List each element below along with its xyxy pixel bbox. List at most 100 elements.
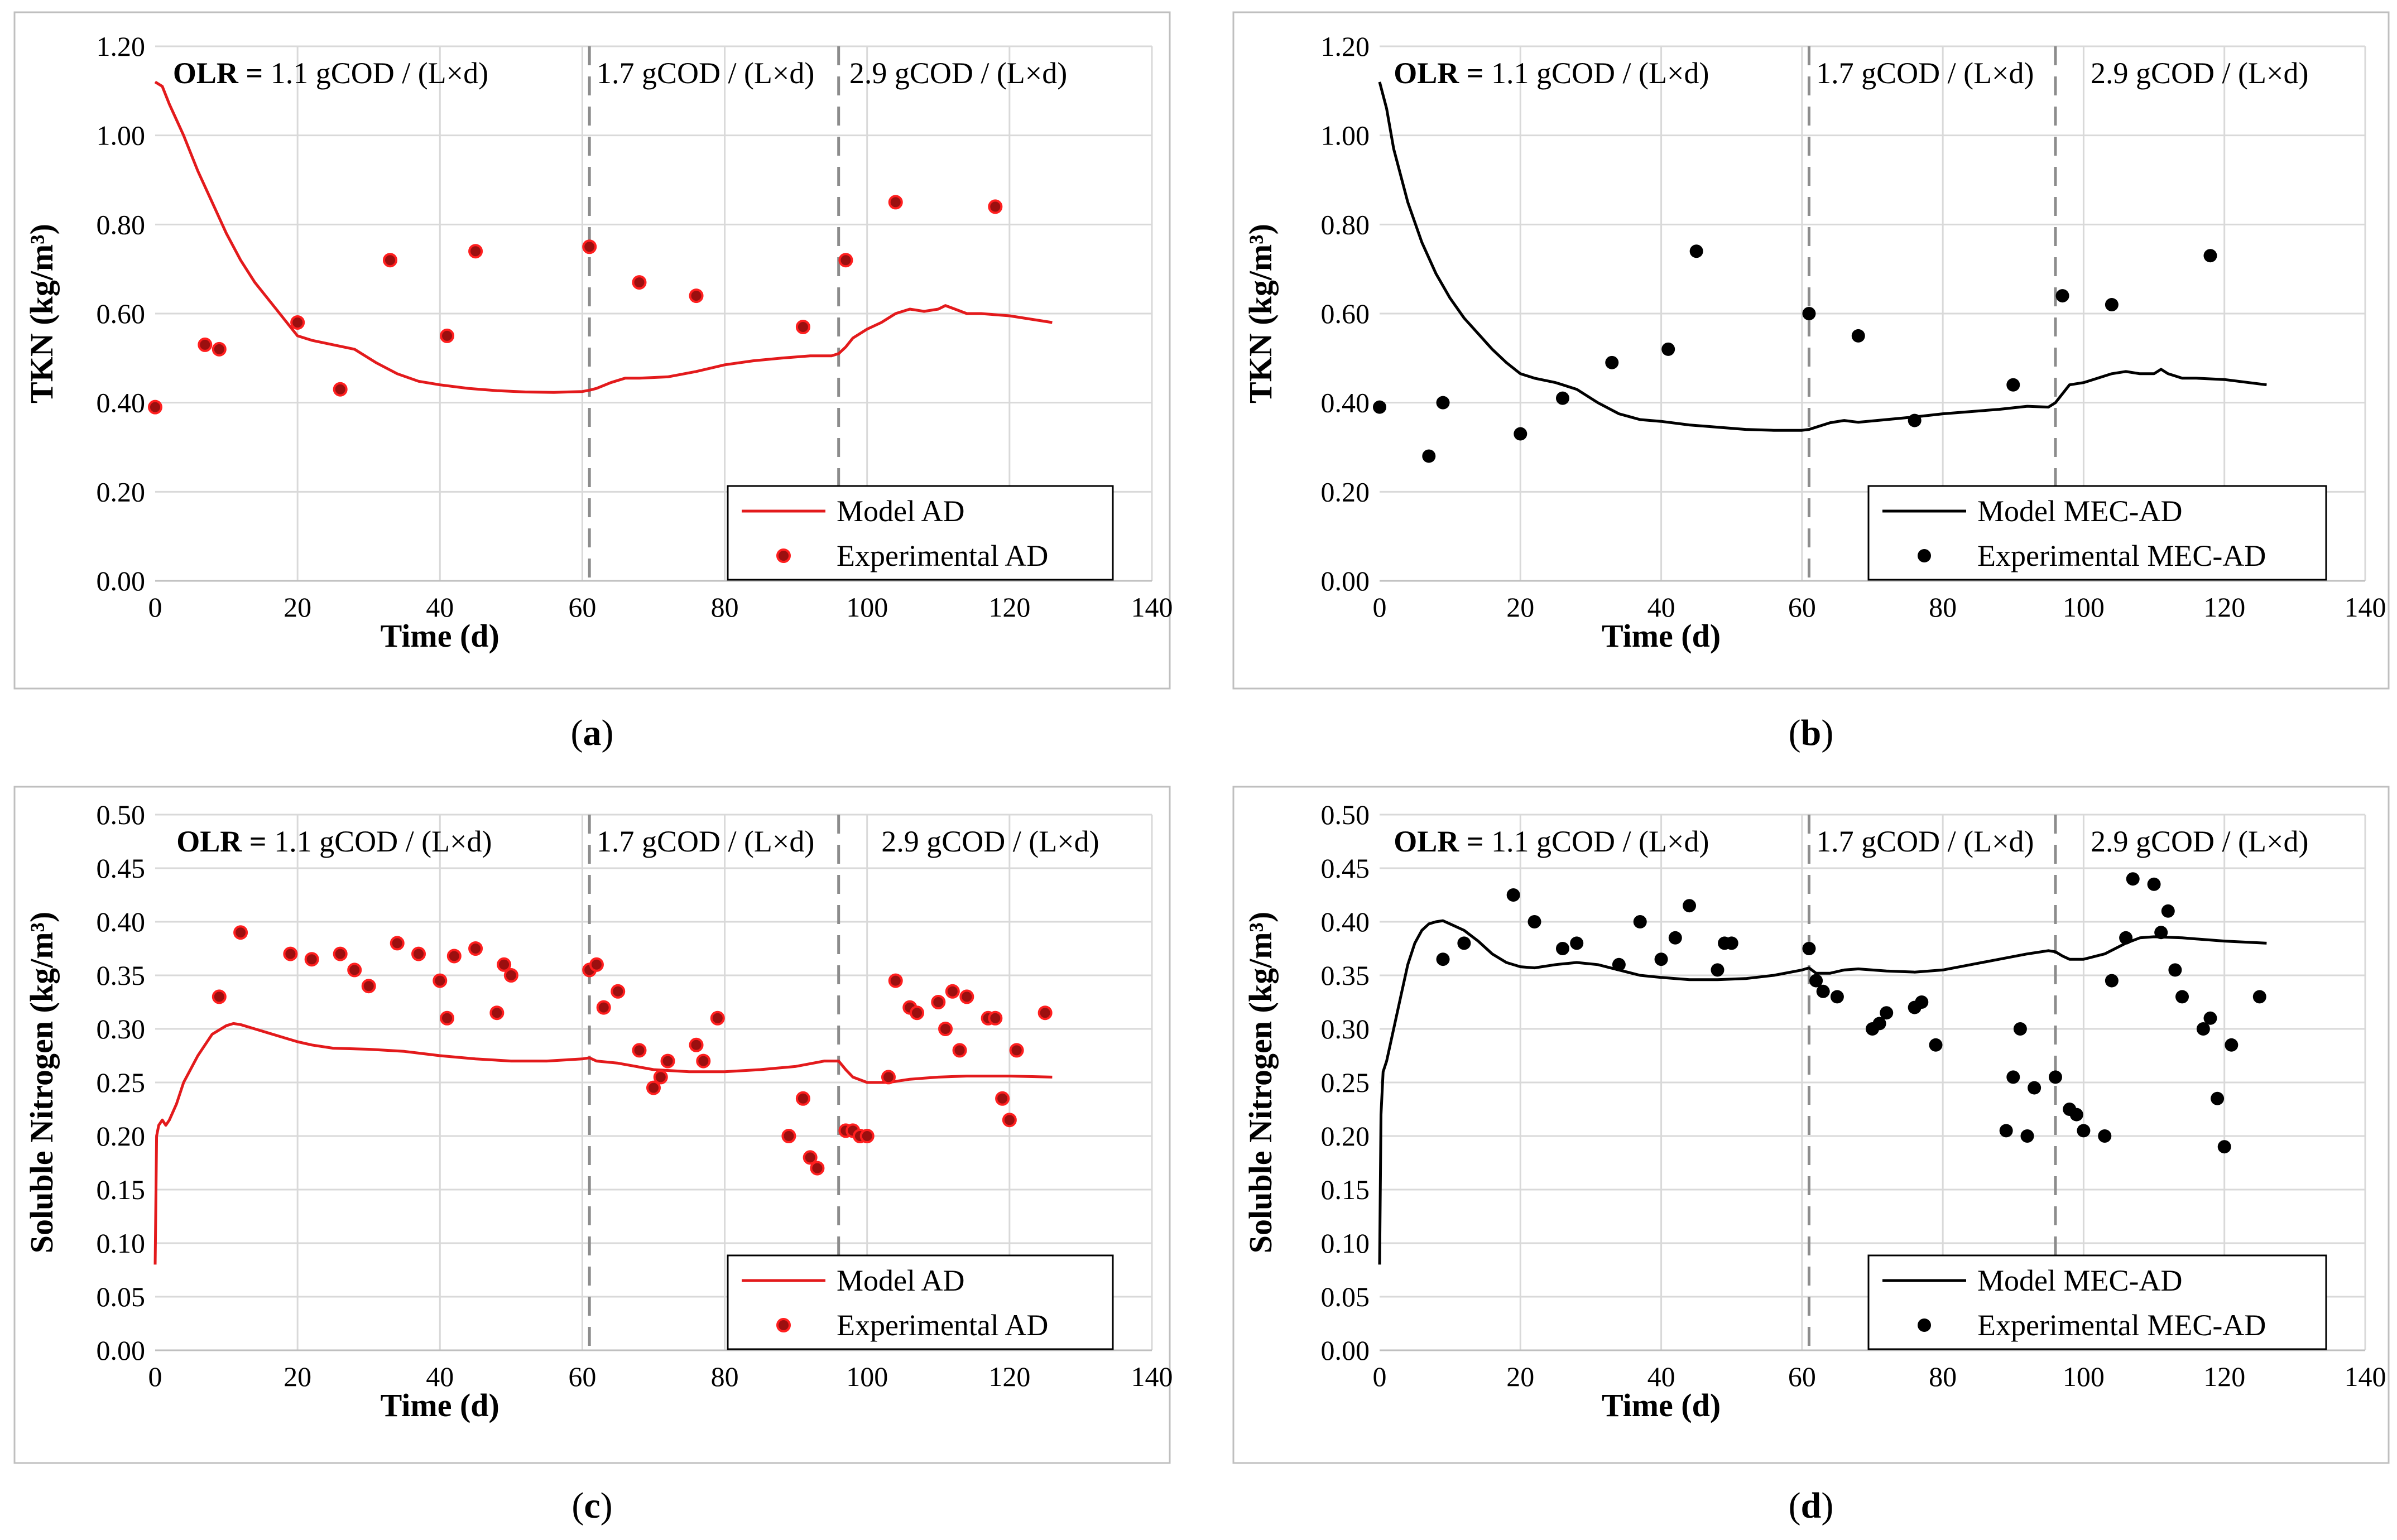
x-tick-label: 140 — [2345, 591, 2386, 623]
experimental-point — [2119, 931, 2133, 945]
olr-value: 2.9 gCOD / (L×d) — [849, 56, 1067, 90]
legend-label-experimental: Experimental AD — [837, 539, 1048, 572]
experimental-point — [503, 968, 518, 983]
legend-label-model: Model MEC-AD — [1977, 1264, 2182, 1297]
experimental-point — [931, 995, 946, 1009]
x-tick-label: 80 — [1929, 1361, 1957, 1392]
y-axis-title: Soluble Nitrogen (kg/m³) — [23, 912, 60, 1253]
experimental-point — [596, 1000, 611, 1015]
x-tick-label: 0 — [148, 591, 162, 623]
y-tick-label: 0.05 — [1321, 1281, 1370, 1312]
olr-value: 1.1 gCOD / (L×d) — [1491, 56, 1709, 90]
experimental-point — [1527, 915, 1541, 928]
panel-caption: (a) — [571, 713, 614, 753]
x-tick-label: 120 — [988, 591, 1030, 623]
x-tick-label: 100 — [2063, 1361, 2105, 1392]
x-tick-label: 80 — [711, 591, 739, 623]
experimental-point — [440, 1010, 455, 1026]
olr-label: 1.7 gCOD / (L×d) — [1816, 825, 2034, 858]
experimental-point — [333, 382, 348, 397]
experimental-point — [1570, 936, 1584, 950]
experimental-point — [1725, 936, 1738, 950]
experimental-point — [283, 946, 298, 961]
panel-caption: (b) — [1789, 713, 1834, 753]
experimental-point — [2161, 904, 2175, 918]
x-tick-label: 120 — [2203, 1361, 2245, 1392]
y-tick-label: 0.80 — [97, 209, 146, 240]
y-tick-label: 0.00 — [97, 1335, 146, 1366]
experimental-point — [2175, 990, 2189, 1004]
legend-box — [727, 485, 1114, 581]
caption-open: ( — [1789, 713, 1801, 753]
experimental-point — [1373, 400, 1386, 414]
y-tick-label: 1.20 — [97, 31, 146, 62]
experimental-point — [1830, 990, 1844, 1004]
experimental-point — [660, 1053, 675, 1069]
experimental-point — [582, 239, 597, 254]
olr-label: OLR = 1.1 gCOD / (L×d) — [173, 56, 488, 90]
experimental-point — [2225, 1038, 2239, 1052]
x-tick-label: 0 — [1373, 591, 1387, 623]
experimental-point — [646, 1080, 661, 1095]
experimental-point — [304, 952, 319, 967]
olr-prefix: OLR = — [1394, 825, 1491, 858]
experimental-point — [1809, 974, 1823, 988]
experimental-point — [795, 319, 810, 334]
experimental-point — [2013, 1022, 2027, 1036]
experimental-point — [212, 989, 227, 1004]
olr-label: 1.7 gCOD / (L×d) — [597, 56, 814, 90]
experimental-point — [1436, 952, 1450, 966]
experimental-point — [2154, 926, 2168, 940]
experimental-point — [952, 1043, 967, 1058]
y-tick-label: 0.15 — [97, 1174, 146, 1205]
experimental-point — [1908, 413, 1922, 427]
panel-b: 0 20 40 60 80 100 120 140 0.00 0.20 0.40 0.60 0.80 1.… — [1232, 11, 2390, 753]
y-tick-label: 1.00 — [1321, 120, 1370, 151]
y-tick-label: 0.20 — [97, 1120, 146, 1152]
experimental-point — [2147, 877, 2161, 891]
experimental-point — [1802, 307, 1816, 320]
experimental-point — [2098, 1129, 2112, 1143]
x-tick-label: 40 — [1647, 1361, 1675, 1392]
experimental-point — [2105, 974, 2119, 988]
experimental-point — [2028, 1081, 2041, 1095]
x-tick-label: 140 — [1131, 591, 1173, 623]
olr-value: 2.9 gCOD / (L×d) — [2091, 56, 2308, 90]
experimental-point — [1802, 942, 1816, 955]
experimental-point — [212, 341, 227, 357]
y-tick-label: 0.20 — [97, 476, 146, 507]
legend-box — [727, 1254, 1114, 1350]
olr-label: 1.7 gCOD / (L×d) — [597, 825, 814, 858]
experimental-point — [198, 337, 213, 352]
olr-label: 2.9 gCOD / (L×d) — [849, 56, 1067, 90]
x-tick-label: 60 — [1788, 1361, 1816, 1392]
olr-label: OLR = 1.1 gCOD / (L×d) — [1394, 825, 1709, 858]
olr-prefix: OLR = — [173, 56, 271, 90]
y-axis-title: TKN (kg/m³) — [1242, 224, 1279, 403]
experimental-point — [1605, 355, 1619, 369]
experimental-point — [1872, 1017, 1886, 1031]
x-tick-label: 0 — [148, 1361, 162, 1392]
experimental-point — [2217, 1140, 2231, 1154]
x-tick-label: 100 — [2063, 591, 2105, 623]
legend-box — [1867, 1254, 2327, 1350]
y-tick-label: 1.00 — [97, 120, 146, 151]
y-tick-label: 0.50 — [97, 799, 146, 830]
experimental-point — [1929, 1038, 1943, 1052]
experimental-point — [881, 1070, 896, 1085]
experimental-point — [497, 957, 512, 972]
experimental-point — [1009, 1043, 1024, 1058]
chart-frame — [13, 11, 1171, 690]
experimental-point — [653, 1070, 668, 1085]
experimental-point — [468, 244, 483, 259]
panel-c: 0 20 40 60 80 100 120 140 0.00 0.05 0.10 0.15 0.20 0.… — [13, 786, 1173, 1526]
x-tick-label: 20 — [284, 591, 311, 623]
experimental-point — [148, 400, 162, 415]
x-tick-label: 120 — [988, 1361, 1030, 1392]
y-tick-label: 0.00 — [97, 565, 146, 596]
experimental-point — [2203, 1011, 2217, 1025]
experimental-point — [710, 1010, 725, 1026]
legend-label-model: Model MEC-AD — [1977, 494, 2182, 528]
experimental-point — [888, 195, 903, 210]
panel-caption: (c) — [571, 1485, 612, 1526]
